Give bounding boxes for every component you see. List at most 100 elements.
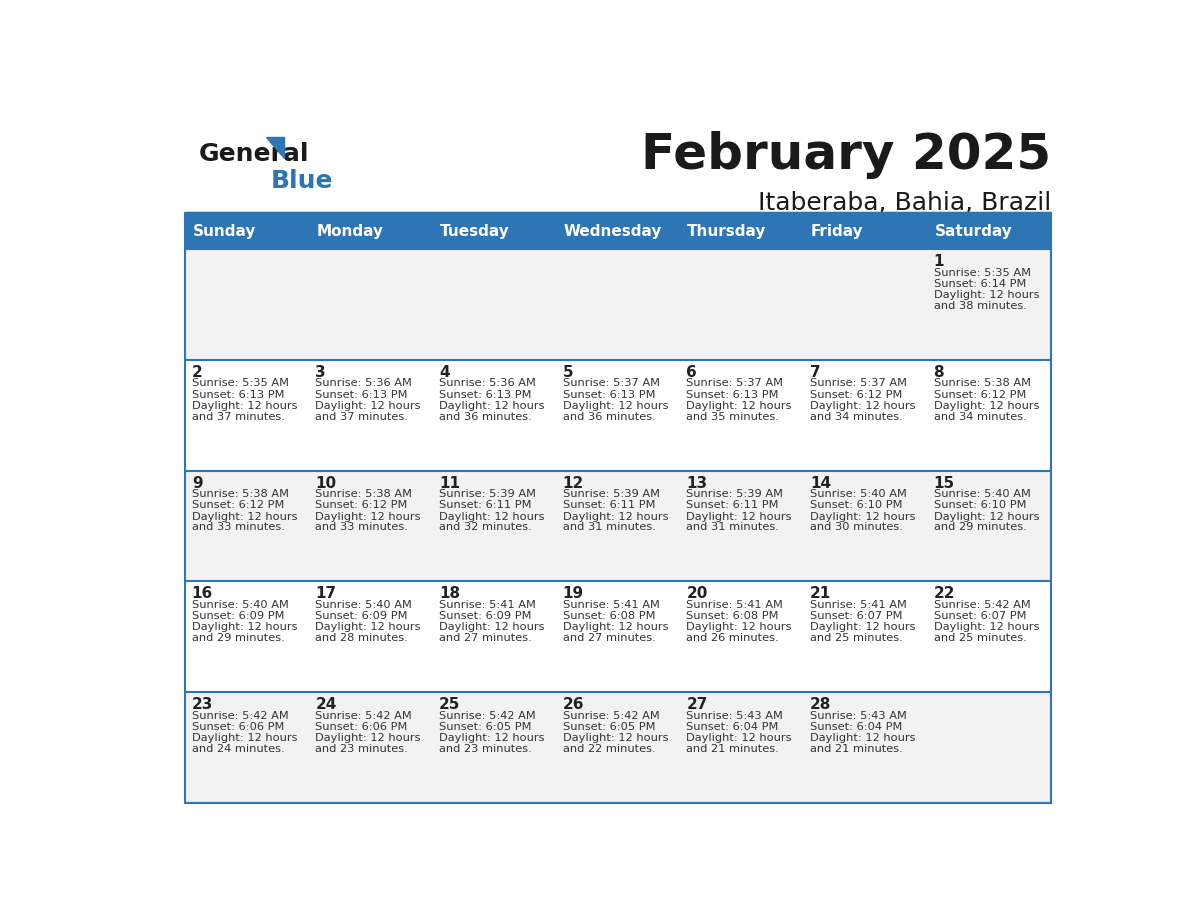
Text: and 26 minutes.: and 26 minutes.: [687, 633, 779, 644]
Text: Thursday: Thursday: [687, 224, 766, 239]
Text: Sunset: 6:12 PM: Sunset: 6:12 PM: [810, 390, 903, 400]
Text: and 21 minutes.: and 21 minutes.: [687, 744, 779, 754]
Bar: [185, 213, 309, 250]
Text: Sunset: 6:13 PM: Sunset: 6:13 PM: [315, 390, 407, 400]
Text: Sunrise: 5:41 AM: Sunrise: 5:41 AM: [563, 599, 659, 610]
Text: 25: 25: [440, 697, 461, 712]
Text: Sunset: 6:09 PM: Sunset: 6:09 PM: [440, 611, 531, 621]
Text: Sunset: 6:10 PM: Sunset: 6:10 PM: [810, 500, 903, 510]
Text: 17: 17: [315, 587, 336, 601]
Text: and 37 minutes.: and 37 minutes.: [315, 411, 409, 421]
Text: Sunrise: 5:38 AM: Sunrise: 5:38 AM: [315, 489, 412, 499]
Text: Sunrise: 5:38 AM: Sunrise: 5:38 AM: [934, 378, 1031, 388]
Bar: [185, 213, 1051, 803]
Text: 13: 13: [687, 476, 707, 491]
Text: Daylight: 12 hours: Daylight: 12 hours: [934, 512, 1040, 521]
Text: Sunset: 6:11 PM: Sunset: 6:11 PM: [440, 500, 531, 510]
Text: 12: 12: [563, 476, 584, 491]
Text: Daylight: 12 hours: Daylight: 12 hours: [191, 733, 297, 744]
Text: Sunrise: 5:42 AM: Sunrise: 5:42 AM: [563, 711, 659, 721]
Text: 22: 22: [934, 587, 955, 601]
Text: Sunrise: 5:42 AM: Sunrise: 5:42 AM: [934, 599, 1030, 610]
Text: Daylight: 12 hours: Daylight: 12 hours: [810, 401, 916, 411]
Text: Sunset: 6:07 PM: Sunset: 6:07 PM: [810, 611, 903, 621]
Text: and 30 minutes.: and 30 minutes.: [810, 522, 903, 532]
Text: Daylight: 12 hours: Daylight: 12 hours: [934, 622, 1040, 633]
Text: Sunrise: 5:40 AM: Sunrise: 5:40 AM: [191, 599, 289, 610]
Text: Sunrise: 5:42 AM: Sunrise: 5:42 AM: [191, 711, 289, 721]
Text: Sunset: 6:08 PM: Sunset: 6:08 PM: [563, 611, 656, 621]
Text: Sunset: 6:09 PM: Sunset: 6:09 PM: [191, 611, 284, 621]
Text: 15: 15: [934, 476, 955, 491]
Text: 26: 26: [563, 697, 584, 712]
Text: Sunset: 6:04 PM: Sunset: 6:04 PM: [687, 722, 778, 732]
Text: Sunrise: 5:40 AM: Sunrise: 5:40 AM: [934, 489, 1030, 499]
Text: Sunset: 6:13 PM: Sunset: 6:13 PM: [687, 390, 779, 400]
Bar: [185, 471, 1051, 581]
Text: Sunrise: 5:37 AM: Sunrise: 5:37 AM: [687, 378, 783, 388]
Text: 10: 10: [315, 476, 336, 491]
Text: 1: 1: [934, 254, 944, 269]
Text: General: General: [200, 142, 310, 166]
Bar: [185, 250, 1051, 360]
Text: Sunset: 6:12 PM: Sunset: 6:12 PM: [934, 390, 1026, 400]
Text: Sunset: 6:04 PM: Sunset: 6:04 PM: [810, 722, 903, 732]
Text: and 29 minutes.: and 29 minutes.: [191, 633, 284, 644]
Text: Daylight: 12 hours: Daylight: 12 hours: [687, 512, 792, 521]
Text: and 22 minutes.: and 22 minutes.: [563, 744, 656, 754]
Text: Sunrise: 5:36 AM: Sunrise: 5:36 AM: [315, 378, 412, 388]
Text: Sunset: 6:12 PM: Sunset: 6:12 PM: [315, 500, 407, 510]
Text: Friday: Friday: [811, 224, 864, 239]
Text: and 34 minutes.: and 34 minutes.: [934, 411, 1026, 421]
Text: Daylight: 12 hours: Daylight: 12 hours: [687, 733, 792, 744]
Text: 14: 14: [810, 476, 832, 491]
Text: 8: 8: [934, 365, 944, 380]
Text: and 23 minutes.: and 23 minutes.: [315, 744, 409, 754]
Text: Sunrise: 5:40 AM: Sunrise: 5:40 AM: [315, 599, 412, 610]
Text: Sunrise: 5:37 AM: Sunrise: 5:37 AM: [810, 378, 906, 388]
Text: Sunrise: 5:35 AM: Sunrise: 5:35 AM: [191, 378, 289, 388]
Text: Sunrise: 5:40 AM: Sunrise: 5:40 AM: [810, 489, 906, 499]
Text: and 23 minutes.: and 23 minutes.: [440, 744, 532, 754]
Bar: [185, 360, 1051, 471]
Text: Daylight: 12 hours: Daylight: 12 hours: [191, 401, 297, 411]
Text: Daylight: 12 hours: Daylight: 12 hours: [440, 401, 544, 411]
Text: and 31 minutes.: and 31 minutes.: [687, 522, 779, 532]
Text: 20: 20: [687, 587, 708, 601]
Text: and 38 minutes.: and 38 minutes.: [934, 301, 1026, 311]
Text: Sunset: 6:11 PM: Sunset: 6:11 PM: [687, 500, 779, 510]
Text: Daylight: 12 hours: Daylight: 12 hours: [315, 733, 421, 744]
Text: Sunset: 6:06 PM: Sunset: 6:06 PM: [191, 722, 284, 732]
Text: Sunday: Sunday: [192, 224, 257, 239]
Text: Sunset: 6:13 PM: Sunset: 6:13 PM: [563, 390, 656, 400]
Text: Daylight: 12 hours: Daylight: 12 hours: [563, 512, 668, 521]
Text: and 25 minutes.: and 25 minutes.: [934, 633, 1026, 644]
Text: Sunrise: 5:38 AM: Sunrise: 5:38 AM: [191, 489, 289, 499]
Text: Daylight: 12 hours: Daylight: 12 hours: [440, 733, 544, 744]
Text: and 21 minutes.: and 21 minutes.: [810, 744, 903, 754]
Text: and 31 minutes.: and 31 minutes.: [563, 522, 656, 532]
Text: Daylight: 12 hours: Daylight: 12 hours: [563, 622, 668, 633]
Text: Sunrise: 5:41 AM: Sunrise: 5:41 AM: [440, 599, 536, 610]
Text: Tuesday: Tuesday: [440, 224, 510, 239]
Text: 23: 23: [191, 697, 213, 712]
Text: and 27 minutes.: and 27 minutes.: [563, 633, 656, 644]
Text: 4: 4: [440, 365, 450, 380]
Text: 3: 3: [315, 365, 326, 380]
Text: 28: 28: [810, 697, 832, 712]
Bar: [185, 581, 1051, 692]
Text: Sunset: 6:07 PM: Sunset: 6:07 PM: [934, 611, 1026, 621]
Text: 21: 21: [810, 587, 832, 601]
Text: Sunrise: 5:39 AM: Sunrise: 5:39 AM: [563, 489, 659, 499]
Text: Sunset: 6:06 PM: Sunset: 6:06 PM: [315, 722, 407, 732]
Bar: [309, 213, 432, 250]
Text: Daylight: 12 hours: Daylight: 12 hours: [315, 512, 421, 521]
Text: Sunset: 6:05 PM: Sunset: 6:05 PM: [563, 722, 656, 732]
Text: Daylight: 12 hours: Daylight: 12 hours: [810, 622, 916, 633]
Text: Blue: Blue: [271, 169, 334, 193]
Text: Sunset: 6:13 PM: Sunset: 6:13 PM: [440, 390, 531, 400]
Text: Sunrise: 5:43 AM: Sunrise: 5:43 AM: [687, 711, 783, 721]
Bar: [432, 213, 556, 250]
Bar: [803, 213, 927, 250]
Text: Daylight: 12 hours: Daylight: 12 hours: [810, 733, 916, 744]
